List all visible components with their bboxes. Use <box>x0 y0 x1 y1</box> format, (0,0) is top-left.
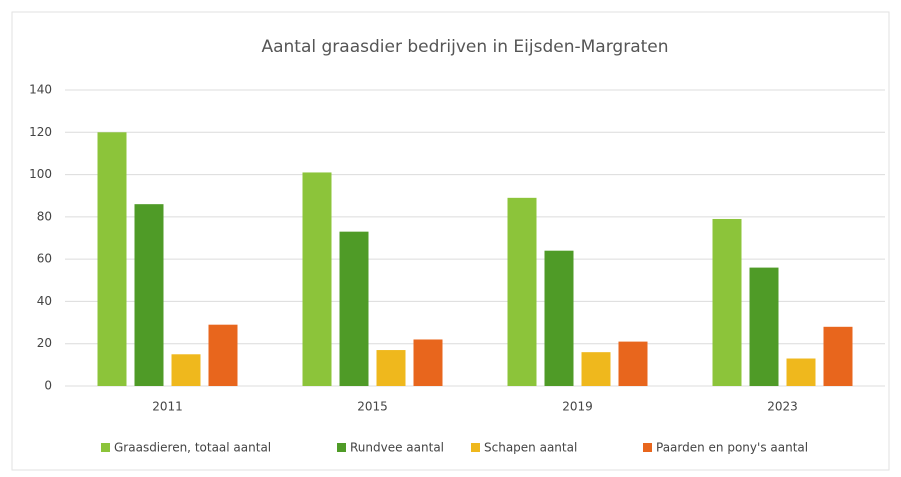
legend-label: Graasdieren, totaal aantal <box>114 441 271 455</box>
bar <box>171 354 201 386</box>
bar <box>302 172 332 386</box>
y-tick-label: 80 <box>37 209 52 223</box>
y-tick-label: 100 <box>29 167 52 181</box>
bar <box>618 341 648 386</box>
x-tick-label: 2019 <box>562 400 593 414</box>
legend-label: Schapen aantal <box>484 441 577 455</box>
bar <box>134 204 164 386</box>
legend-label: Paarden en pony's aantal <box>656 441 808 455</box>
legend-swatch <box>101 443 110 452</box>
y-tick-label: 60 <box>37 252 52 266</box>
x-tick-label: 2023 <box>767 400 798 414</box>
x-tick-label: 2015 <box>357 400 388 414</box>
legend-swatch <box>471 443 480 452</box>
bar <box>786 358 816 386</box>
y-tick-label: 20 <box>37 336 52 350</box>
bar <box>823 326 853 386</box>
x-tick-label: 2011 <box>152 400 183 414</box>
bar <box>507 197 537 386</box>
y-tick-label: 140 <box>29 83 52 97</box>
bar <box>544 250 574 386</box>
bar <box>712 218 742 386</box>
bar <box>376 350 406 386</box>
bar <box>413 339 443 386</box>
bar <box>749 267 779 386</box>
legend-swatch <box>643 443 652 452</box>
bar <box>97 132 127 386</box>
chart-title: Aantal graasdier bedrijven in Eijsden-Ma… <box>261 37 668 57</box>
bar <box>208 324 238 386</box>
legend-label: Rundvee aantal <box>350 441 444 455</box>
y-tick-label: 0 <box>44 379 52 393</box>
y-tick-label: 40 <box>37 294 52 308</box>
bar <box>339 231 369 386</box>
y-tick-label: 120 <box>29 125 52 139</box>
bar <box>581 352 611 386</box>
legend-swatch <box>337 443 346 452</box>
